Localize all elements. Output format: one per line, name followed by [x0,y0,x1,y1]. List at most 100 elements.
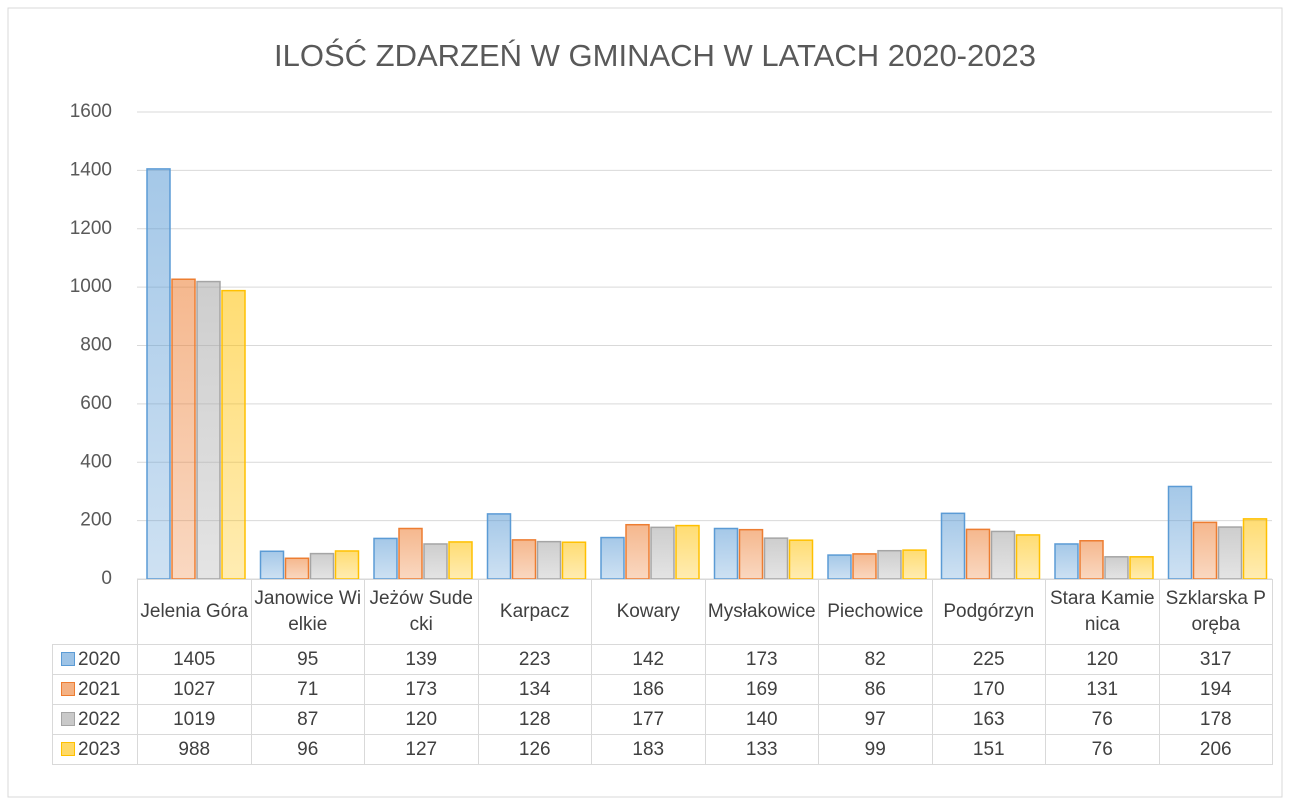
legend-entry: 2020 [52,644,138,675]
legend-label: 2023 [78,738,121,760]
bar [675,524,700,580]
table-value: 223 [477,644,592,675]
table-value: 97 [818,704,933,735]
table-value: 1019 [137,704,252,735]
bar [146,168,171,580]
x-tick-label: Kowary [591,579,706,645]
table-value: 1405 [137,644,252,675]
bar [1079,540,1104,580]
y-tick-label: 1400 [70,159,112,180]
table-value: 126 [477,734,592,765]
legend-label: 2020 [78,648,121,670]
bar [1242,518,1268,580]
bar [852,553,877,580]
table-value: 317 [1158,644,1273,675]
table-value: 76 [1045,734,1160,765]
table-value: 988 [137,734,252,765]
y-tick-label: 1600 [70,101,112,122]
table-header-row: Jelenia Góra Janowice Wielkie Jeżów Sudeck… [53,579,1273,645]
y-tick-label: 400 [80,451,112,472]
table-value: 225 [931,644,1046,675]
table-value: 120 [364,704,479,735]
table-value: 206 [1158,734,1273,765]
table-value: 142 [591,644,706,675]
table-value: 169 [704,674,819,705]
legend-entry: 2021 [52,674,138,705]
bar [713,527,739,580]
table-value: 178 [1158,704,1273,735]
table-value: 99 [818,734,933,765]
bar [625,523,650,580]
x-tick-label: Karpacz [477,579,592,645]
table-value: 133 [704,734,819,765]
table-corner [53,580,138,645]
table-value: 194 [1158,674,1273,705]
bar [511,539,537,580]
bar [1104,556,1129,580]
x-tick-label: Jeżów Sudecki [364,579,479,645]
bar [600,536,625,580]
legend-label: 2021 [78,678,121,700]
bar [902,549,927,580]
table-value: 173 [364,674,479,705]
x-tick-label: Piechowice [818,579,933,645]
legend-label: 2022 [78,708,121,730]
legend-entry: 2023 [52,734,138,765]
bar [196,280,221,580]
bar [877,549,902,580]
table-value: 139 [364,644,479,675]
table-value: 131 [1045,674,1160,705]
y-tick-label: 1000 [70,276,112,297]
y-tick-label: 600 [80,393,112,414]
bar [827,554,852,580]
table-value: 82 [818,644,933,675]
bar [788,539,814,580]
table-row: 2022 1019 87 120 128 177 140 97 163 76 178 [52,704,1273,735]
table-row: 2020 1405 95 139 223 142 173 82 225 120 317 [52,644,1273,675]
data-table: Jelenia Góra Janowice Wielkie Jeżów Sudeck… [52,579,1273,765]
x-tick-label: Podgórzyn [931,579,1046,645]
bar [650,526,675,580]
table-value: 140 [704,704,819,735]
x-tick-label: Mysłakowice [704,579,819,645]
legend-entry: 2022 [52,704,138,735]
bar [1217,526,1243,580]
table-value: 96 [250,734,365,765]
table-value: 170 [931,674,1046,705]
table-value: 134 [477,674,592,705]
bar [1015,534,1041,580]
bar [259,550,285,580]
bar [486,513,512,580]
table-value: 76 [1045,704,1160,735]
table-value: 86 [818,674,933,705]
table-value: 87 [250,704,365,735]
x-tick-label: Szklarska Poręba [1158,579,1273,645]
bar [423,543,448,580]
bar [990,530,1016,580]
bar [448,541,473,580]
bar [738,528,764,580]
table-row: 2023 988 96 127 126 183 133 99 151 76 206 [52,734,1273,765]
bar [561,541,587,580]
table-value: 177 [591,704,706,735]
table-value: 95 [250,644,365,675]
bar [334,550,360,580]
bar [1192,521,1218,580]
table-value: 163 [931,704,1046,735]
bar [284,557,310,580]
bar [1167,485,1193,580]
table-value: 1027 [137,674,252,705]
y-tick-label: 200 [80,510,112,531]
legend-key [61,711,75,726]
y-tick-label: 1200 [70,218,112,239]
table-value: 71 [250,674,365,705]
table-value: 128 [477,704,592,735]
bar [536,540,562,580]
y-tick-label: 0 [101,568,112,589]
table-value: 173 [704,644,819,675]
bar [309,552,335,580]
bar [1054,543,1079,580]
bar [398,527,423,580]
table-value: 127 [364,734,479,765]
chart-title: ILOŚĆ ZDARZEŃ W GMINACH W LATACH 2020-20… [274,37,1036,73]
